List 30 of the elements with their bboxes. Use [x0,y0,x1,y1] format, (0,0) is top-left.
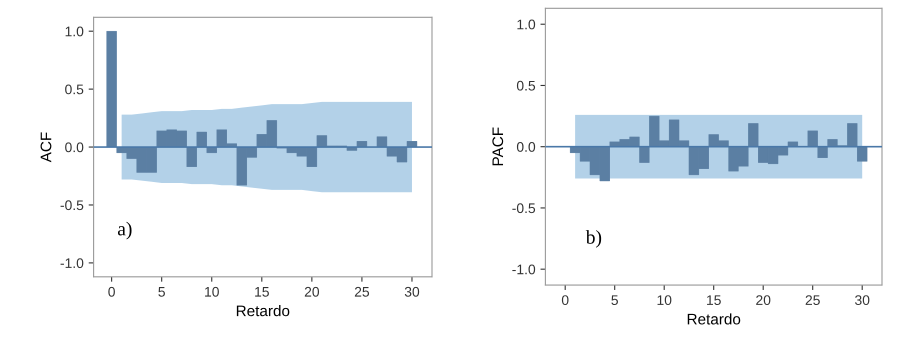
y-tick-label: -0.5 [60,200,84,210]
x-tick-label: 20 [304,286,320,297]
x-tick-label: 15 [707,295,721,306]
annotation: b) [586,230,602,248]
y-axis-title: PACF [492,128,504,166]
x-tick-label: 30 [855,295,870,306]
y-tick-label: 0.0 [65,142,84,152]
x-tick-label: 10 [205,286,219,297]
y-tick-label: 0.5 [516,80,536,91]
y-tick-label: -0.5 [512,203,536,214]
y-axis-title: ACF [40,132,52,162]
x-tick-label: 10 [658,295,672,306]
y-tick-label: -1.0 [512,264,536,274]
x-tick-label: 5 [158,287,165,297]
x-tick-label: 20 [756,295,770,306]
y-tick-label: 1.0 [517,20,536,30]
x-tick-label: 5 [611,295,618,306]
x-tick-label: 15 [255,287,269,297]
x-tick-label: 30 [404,286,420,297]
y-tick-label: 1.0 [66,26,84,36]
y-tick-label: 0.0 [516,142,536,152]
x-tick-label: 0 [562,295,569,306]
x-tick-label: 25 [806,295,820,306]
x-axis-title: Retardo [688,313,740,325]
x-tick-label: 0 [108,286,115,297]
y-tick-label: 0.5 [65,84,84,94]
annotation: a) [118,222,132,240]
x-tick-label: 25 [354,286,370,297]
y-tick-label: -1.0 [60,258,84,268]
x-axis-title: Retardo [236,305,290,316]
